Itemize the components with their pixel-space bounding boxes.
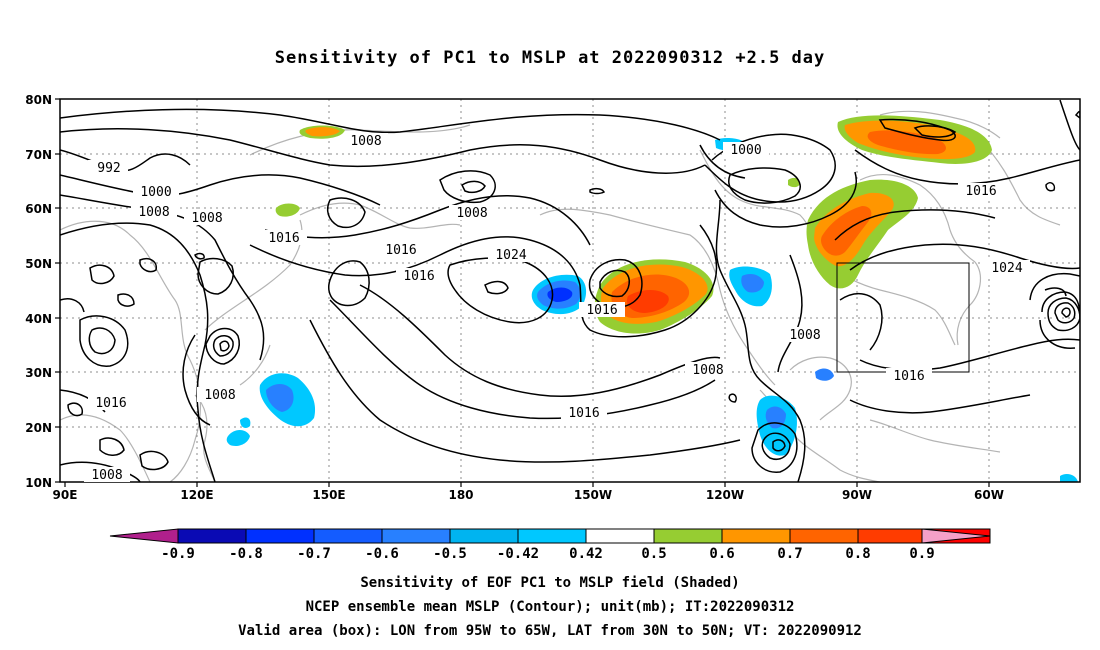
contour-label-group: 1000 (723, 142, 769, 158)
contour-label: 1008 (204, 388, 235, 403)
contour-label-group: 1000 (133, 184, 179, 200)
contour-label-group: 1016 (88, 395, 134, 411)
colorbar-segment (653, 528, 723, 544)
contour-label: 1016 (965, 184, 996, 199)
colorbar: -0.9 -0.8 -0.7 -0.6 -0.5 -0.42 0.42 0.5 … (109, 528, 991, 562)
contour-label-group: 1024 (488, 247, 534, 263)
colorbar-tick: -0.7 (297, 546, 331, 562)
colorbar-tick: 0.7 (777, 546, 802, 562)
contour-label-group: 1016 (886, 368, 932, 384)
contour-label: 1016 (268, 231, 299, 246)
lat-label: 50N (25, 257, 52, 271)
contour-label: 1000 (730, 143, 761, 158)
lon-label: 120E (180, 488, 213, 502)
contour-label-group: 1016 (958, 183, 1004, 199)
contour-label: 1024 (991, 261, 1022, 276)
colorbar-right-triangle (921, 528, 991, 544)
lon-label: 180 (448, 488, 473, 502)
contour-label-group: 1008 (782, 327, 828, 343)
lat-label: 30N (25, 366, 52, 380)
colorbar-tick: 0.5 (641, 546, 666, 562)
contour-label-group: 1016 (396, 268, 442, 284)
colorbar-segment (585, 528, 655, 544)
caption-line-3: Valid area (box): LON from 95W to 65W, L… (238, 623, 862, 639)
latitude-labels: 80N 70N 60N 50N 40N 30N 20N 10N (25, 93, 52, 490)
contour-label-group: 1016 (561, 405, 607, 421)
caption-line-1: Sensitivity of EOF PC1 to MSLP field (Sh… (360, 575, 740, 591)
colorbar-tick: -0.42 (497, 546, 539, 562)
colorbar-segments (177, 528, 991, 544)
lat-label: 60N (25, 202, 52, 216)
contour-label-group: 1024 (984, 260, 1030, 276)
colorbar-segment (857, 528, 927, 544)
grid-lines (60, 99, 1080, 482)
contour-label: 1008 (789, 328, 820, 343)
contour-label: 1016 (385, 243, 416, 258)
colorbar-segment (449, 528, 519, 544)
contour-label-group: 1008 (344, 133, 388, 149)
colorbar-tick: 0.42 (569, 546, 603, 562)
colorbar-tick: -0.9 (161, 546, 195, 562)
contour-label-group: 1008 (449, 205, 495, 221)
contour-label-group: 1008 (197, 387, 243, 403)
colorbar-tick: -0.5 (433, 546, 467, 562)
colorbar-segment (721, 528, 791, 544)
colorbar-tick: -0.8 (229, 546, 263, 562)
contour-label-group: 992 (88, 160, 128, 176)
map-frame (59, 98, 1081, 483)
colorbar-tick: 0.6 (709, 546, 734, 562)
contour-label-group: 1016 (378, 242, 424, 258)
contour-label: 992 (97, 161, 120, 176)
longitude-labels: 90E 120E 150E 180 150W 120W 90W 60W (53, 488, 1004, 502)
colorbar-tick: 0.8 (845, 546, 870, 562)
contour-label-group: 1008 (184, 210, 230, 226)
lon-label: 60W (974, 488, 1004, 502)
contour-label: 1008 (456, 206, 487, 221)
map-title: Sensitivity of PC1 to MSLP at 2022090312… (274, 48, 826, 68)
lon-label: 120W (706, 488, 744, 502)
contour-label: 1008 (191, 211, 222, 226)
contour-label: 1008 (138, 205, 169, 220)
contour-label-group: 1016 (261, 230, 307, 246)
contour-label-group: 1008 (685, 362, 731, 378)
lat-label: 70N (25, 148, 52, 162)
contour-label: 1008 (350, 134, 381, 149)
contour-label: 1016 (893, 369, 924, 384)
contour-label: 1008 (91, 468, 122, 483)
contour-label-group: 1016 (579, 302, 625, 318)
contour-label: 1016 (568, 406, 599, 421)
contour-label: 1016 (586, 303, 617, 318)
contour-label: 1016 (95, 396, 126, 411)
lon-label: 90W (842, 488, 872, 502)
lon-label: 150W (574, 488, 612, 502)
lat-label: 80N (25, 93, 52, 107)
map-plot-area (60, 99, 1080, 482)
contour-label: 1008 (692, 363, 723, 378)
colorbar-tick: 0.9 (909, 546, 934, 562)
mslp-contours (60, 99, 1080, 482)
contour-label: 1016 (403, 269, 434, 284)
contour-label-group: 1008 (131, 204, 177, 220)
lon-label: 90E (53, 488, 78, 502)
colorbar-segment (245, 528, 315, 544)
lon-label: 150E (312, 488, 345, 502)
colorbar-left-triangle (109, 528, 179, 544)
contour-label-group: 1008 (84, 467, 130, 483)
lat-label: 10N (25, 476, 52, 490)
colorbar-segment (177, 528, 247, 544)
contour-label: 1024 (495, 248, 526, 263)
contour-label: 1000 (140, 185, 171, 200)
colorbar-tick: -0.6 (365, 546, 399, 562)
colorbar-segment (313, 528, 383, 544)
lat-label: 40N (25, 312, 52, 326)
caption-line-2: NCEP ensemble mean MSLP (Contour); unit(… (305, 599, 795, 615)
colorbar-segment (517, 528, 587, 544)
axis-ticks (55, 98, 990, 487)
colorbar-segment (789, 528, 859, 544)
lat-label: 20N (25, 421, 52, 435)
colorbar-segment (381, 528, 451, 544)
colorbar-tick-labels: -0.9 -0.8 -0.7 -0.6 -0.5 -0.42 0.42 0.5 … (161, 546, 935, 562)
contour-labels: 1008 992 1000 1008 1008 1016 1016 1016 1… (84, 133, 1030, 483)
